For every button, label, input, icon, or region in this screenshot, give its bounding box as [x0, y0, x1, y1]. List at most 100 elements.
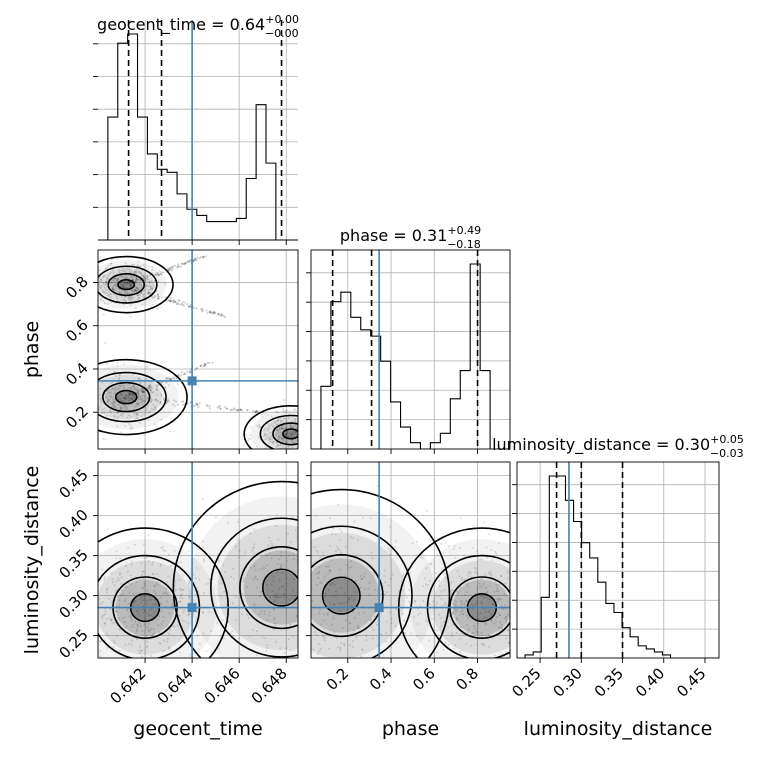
- sample-point: [145, 625, 148, 628]
- sample-point: [456, 590, 459, 593]
- sample-point: [124, 271, 127, 274]
- sample-point: [480, 558, 483, 561]
- sample-point: [393, 545, 396, 548]
- sample-point: [491, 603, 494, 606]
- sample-point: [142, 391, 145, 394]
- sample-point: [477, 617, 480, 620]
- sample-point: [130, 619, 133, 622]
- sample-point: [114, 599, 117, 602]
- sample-point: [209, 310, 212, 313]
- sample-point: [122, 286, 125, 289]
- sample-point: [165, 381, 168, 384]
- sample-point: [408, 600, 411, 603]
- sample-point: [494, 620, 497, 623]
- sample-point: [270, 415, 273, 418]
- sample-point: [104, 438, 107, 441]
- sample-point: [302, 627, 304, 629]
- sample-point: [124, 586, 127, 589]
- sample-point: [146, 629, 149, 632]
- sample-point: [280, 565, 283, 568]
- sample-point: [142, 604, 145, 607]
- sample-point: [500, 628, 503, 631]
- sample-point: [127, 297, 130, 300]
- sample-point: [147, 292, 150, 295]
- sample-point: [390, 622, 393, 625]
- density-level: [116, 391, 137, 404]
- sample-point: [527, 581, 529, 583]
- sample-point: [128, 392, 131, 395]
- sample-point: [139, 651, 142, 654]
- sample-point: [151, 268, 154, 271]
- sample-point: [466, 591, 469, 594]
- x-tick-label: 0.2: [323, 664, 353, 694]
- sample-point: [159, 596, 162, 599]
- sample-point: [99, 397, 102, 400]
- sample-point: [363, 572, 366, 575]
- sample-point: [123, 362, 126, 365]
- sample-point: [159, 642, 162, 645]
- sample-point: [347, 596, 350, 599]
- sample-point: [337, 548, 340, 551]
- sample-point: [328, 435, 330, 437]
- sample-point: [266, 428, 269, 431]
- sample-point: [405, 596, 408, 599]
- sample-point: [148, 595, 151, 598]
- sample-point: [329, 434, 331, 436]
- sample-point: [343, 592, 346, 595]
- sample-point: [106, 267, 109, 270]
- sample-point: [161, 545, 164, 548]
- sample-point: [133, 412, 136, 415]
- sample-point: [75, 399, 77, 401]
- sample-point: [116, 425, 119, 428]
- sample-point: [253, 528, 256, 531]
- sample-point: [148, 293, 151, 296]
- sample-point: [103, 286, 106, 289]
- sample-point: [232, 408, 235, 411]
- sample-point: [261, 410, 264, 413]
- sample-point: [173, 264, 176, 267]
- sample-point: [118, 376, 121, 379]
- sample-point: [107, 294, 110, 297]
- sample-point: [313, 427, 315, 429]
- sample-point: [168, 612, 171, 615]
- sample-point: [117, 395, 120, 398]
- sample-point: [135, 600, 138, 603]
- sample-point: [473, 625, 476, 628]
- sample-point: [224, 405, 227, 408]
- sample-point: [177, 375, 180, 378]
- sample-point: [471, 632, 474, 635]
- sample-point: [256, 654, 259, 657]
- sample-point: [171, 300, 174, 303]
- sample-point: [448, 693, 450, 695]
- sample-point: [196, 403, 199, 406]
- sample-point: [477, 704, 479, 706]
- sample-point: [308, 569, 310, 571]
- sample-point: [369, 516, 372, 519]
- sample-point: [300, 435, 302, 437]
- sample-point: [273, 600, 276, 603]
- sample-point: [147, 292, 150, 295]
- sample-point: [304, 445, 306, 447]
- sample-point: [118, 393, 121, 396]
- sample-point: [180, 371, 183, 374]
- sample-point: [180, 262, 183, 265]
- sample-point: [239, 408, 242, 411]
- sample-point: [426, 583, 429, 586]
- sample-point: [322, 428, 324, 430]
- sample-point: [116, 257, 119, 260]
- sample-point: [204, 363, 207, 366]
- sample-point: [136, 389, 139, 392]
- sample-point: [126, 283, 129, 286]
- sample-point: [119, 594, 122, 597]
- sample-point: [169, 300, 172, 303]
- sample-point: [152, 281, 155, 284]
- sample-point: [156, 272, 159, 275]
- sample-point: [219, 407, 222, 410]
- sample-point: [278, 428, 281, 431]
- sample-point: [133, 272, 136, 275]
- sample-point: [460, 609, 463, 612]
- sample-point: [307, 420, 309, 422]
- sample-point: [295, 433, 298, 436]
- sample-point: [321, 551, 324, 554]
- sample-point: [137, 610, 140, 613]
